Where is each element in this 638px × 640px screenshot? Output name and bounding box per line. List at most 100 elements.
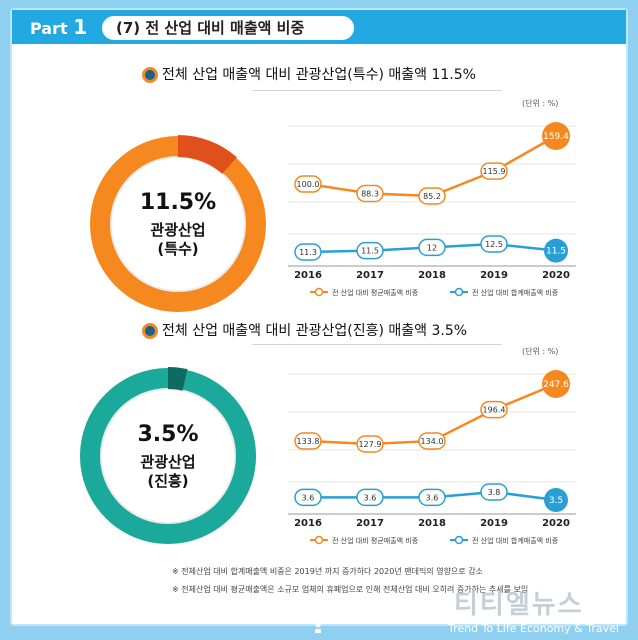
donut-slice — [167, 367, 188, 391]
legend-label: 전 산업 대비 평균매출액 비중 — [332, 536, 419, 545]
data-point: 11.5 — [356, 241, 384, 260]
point-marker — [356, 184, 384, 203]
data-point: 133.8 — [294, 432, 322, 450]
section-title-1: 전체 산업 매출액 대비 관광산업(특수) 매출액 11.5% — [142, 64, 476, 86]
line-chart-2: 133.8 127.9 134.0 196.4 247.6 3.6 3.6 3.6 3.8 3.5… — [288, 370, 576, 545]
data-label: 3.8 — [488, 488, 501, 497]
point-marker — [544, 238, 568, 263]
data-point: 115.9 — [480, 162, 508, 180]
data-label: 159.4 — [543, 132, 569, 142]
data-label: 12.5 — [485, 240, 503, 249]
donut-chart-2: 3.5% 관광산업 (진흥) — [78, 366, 258, 546]
x-tick-label: 2020 — [542, 270, 570, 281]
donut-percent: 11.5% — [139, 189, 217, 215]
donut-hole — [112, 158, 244, 290]
donut-label-line2: (특수) — [157, 239, 199, 258]
data-point: 11.5 — [544, 238, 568, 263]
point-marker — [480, 235, 508, 253]
data-point: 196.4 — [480, 400, 508, 419]
data-point: 3.8 — [480, 483, 508, 501]
data-label: 134.0 — [421, 437, 444, 446]
section-divider — [252, 90, 502, 91]
point-marker — [544, 488, 568, 512]
donut-label-line1: 관광산업 — [140, 452, 196, 471]
legend-marker-icon — [454, 535, 464, 545]
part-label: Part — [30, 19, 68, 38]
footnote-2: ※ 전체산업 대비 평균매출액은 소규모 업체의 휴폐업으로 인해 전체산업 대… — [172, 585, 529, 594]
point-marker — [294, 488, 322, 507]
data-label: 11.5 — [546, 247, 566, 257]
data-label: 12 — [427, 243, 437, 252]
unit-label: (단위 : %) — [522, 347, 559, 356]
legend-marker-icon — [314, 287, 324, 297]
point-marker — [480, 483, 508, 501]
page-title: (7) 전 산업 대비 매출액 비중 — [102, 16, 354, 40]
x-tick-label: 2017 — [356, 270, 384, 281]
point-marker — [418, 187, 446, 205]
data-point: 3.6 — [294, 488, 322, 507]
data-point: 85.2 — [418, 187, 446, 205]
point-marker — [418, 488, 446, 507]
donut-ring — [80, 367, 256, 544]
point-marker — [294, 432, 322, 450]
legend-marker-icon — [314, 535, 324, 545]
data-label: 133.8 — [297, 437, 320, 446]
data-point: 88.3 — [356, 184, 384, 203]
donut-percent: 3.5% — [137, 421, 199, 447]
part-number: 1 — [73, 15, 88, 39]
section-logo-icon — [142, 323, 158, 339]
data-point: 11.3 — [294, 243, 322, 261]
point-marker — [356, 241, 384, 260]
data-label: 3.5 — [549, 496, 563, 506]
data-point: 3.6 — [418, 488, 446, 507]
section-title-2: 전체 산업 매출액 대비 관광산업(진흥) 매출액 3.5% — [142, 320, 467, 342]
legend-marker-icon — [454, 287, 464, 297]
donut-ring — [90, 135, 266, 312]
data-label: 11.3 — [299, 248, 317, 257]
section-logo-icon — [142, 67, 158, 83]
point-marker — [542, 122, 570, 150]
point-marker — [542, 370, 570, 398]
x-tick-label: 2017 — [356, 518, 384, 529]
part-badge: Part 1 — [22, 10, 95, 44]
donut-label-line1: 관광산업 — [150, 220, 206, 239]
x-tick-label: 2016 — [294, 270, 322, 281]
legend-label: 전 산업 대비 평균매출액 비중 — [332, 288, 419, 297]
x-tick-label: 2020 — [542, 518, 570, 529]
header-bar: Part 1 (7) 전 산업 대비 매출액 비중 — [12, 10, 626, 44]
data-label: 247.6 — [543, 380, 569, 390]
point-marker — [294, 175, 322, 193]
line-chart-1: 100.0 88.3 85.2 115.9 159.4 11.3 11.5 12 12.5 11.… — [288, 122, 576, 297]
data-point: 247.6 — [542, 370, 570, 398]
legend: 전 산업 대비 평균매출액 비중 전 산업 대비 합계매출액 비중 — [310, 535, 559, 545]
x-tick-label: 2018 — [418, 518, 446, 529]
x-tick-label: 2018 — [418, 270, 446, 281]
series-line — [307, 134, 557, 198]
data-point: 127.9 — [356, 435, 384, 453]
data-label: 11.5 — [361, 247, 379, 256]
data-label: 100.0 — [297, 180, 320, 189]
data-label: 85.2 — [423, 192, 441, 201]
data-label: 3.6 — [302, 493, 315, 502]
infographic-frame: Part 1 (7) 전 산업 대비 매출액 비중 전체 산업 매출액 대비 관… — [10, 8, 628, 626]
scroll-indicator-icon — [315, 622, 321, 633]
legend-label: 전 산업 대비 합계매출액 비중 — [472, 536, 559, 545]
data-point: 134.0 — [418, 432, 446, 450]
data-label: 196.4 — [483, 406, 506, 415]
point-marker — [480, 400, 508, 419]
data-point: 3.6 — [356, 488, 384, 507]
data-point: 12.5 — [480, 235, 508, 253]
data-point: 100.0 — [294, 175, 322, 193]
x-tick-label: 2019 — [480, 518, 508, 529]
watermark-tagline: Trend To Life Economy & Travel — [448, 622, 619, 635]
point-marker — [294, 243, 322, 261]
footnote-1: ※ 전체산업 대비 합계매출액 비중은 2019년 까지 증가하다 2020년 … — [172, 567, 483, 576]
data-point: 12 — [418, 238, 446, 257]
unit-label: (단위 : %) — [522, 99, 559, 108]
section-divider — [252, 344, 502, 345]
data-label: 3.6 — [364, 493, 377, 502]
data-point: 3.5 — [544, 488, 568, 512]
x-tick-label: 2016 — [294, 518, 322, 529]
legend: 전 산업 대비 평균매출액 비중 전 산업 대비 합계매출액 비중 — [310, 287, 559, 297]
point-marker — [356, 435, 384, 453]
